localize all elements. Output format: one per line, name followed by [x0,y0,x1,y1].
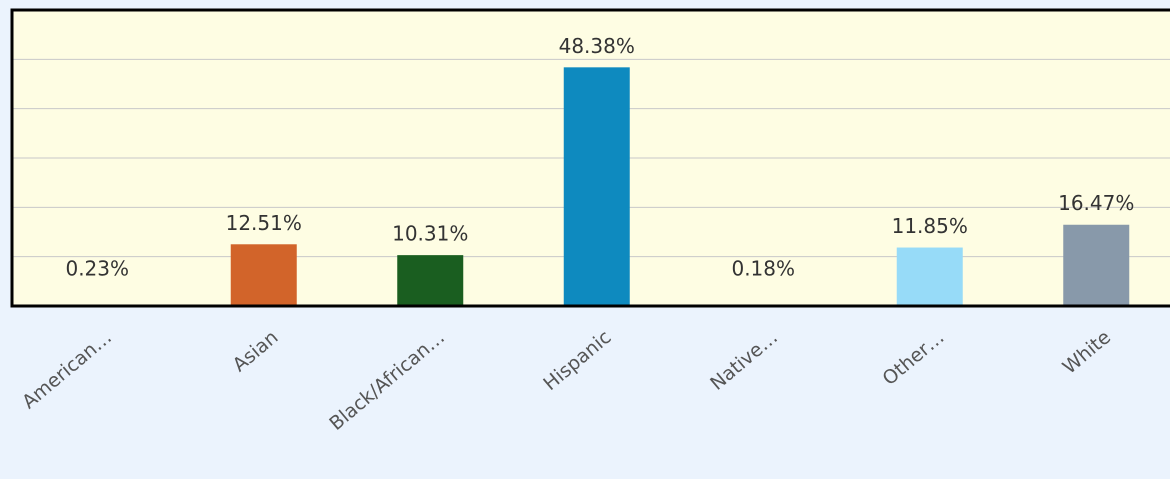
bar [230,244,297,306]
value-label: 12.51% [226,211,302,235]
bar [896,247,963,306]
plot-border [10,8,1170,308]
value-label: 10.31% [392,222,468,246]
value-label: 48.38% [559,34,635,58]
value-label: 11.85% [892,214,968,238]
value-label: 0.23% [65,257,129,281]
value-label: 0.18% [731,257,795,281]
bar [563,67,630,306]
value-label: 16.47% [1058,191,1134,215]
bar [397,255,464,306]
bar [1063,224,1130,306]
